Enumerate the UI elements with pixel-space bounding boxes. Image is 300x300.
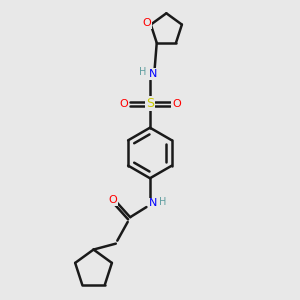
- Text: H: H: [159, 197, 166, 207]
- Text: O: O: [119, 99, 128, 109]
- Text: O: O: [143, 18, 152, 28]
- Text: O: O: [172, 99, 181, 109]
- Text: N: N: [149, 69, 157, 79]
- Text: H: H: [139, 67, 146, 77]
- Text: S: S: [146, 98, 154, 110]
- Text: O: O: [108, 195, 117, 205]
- Text: N: N: [149, 199, 157, 208]
